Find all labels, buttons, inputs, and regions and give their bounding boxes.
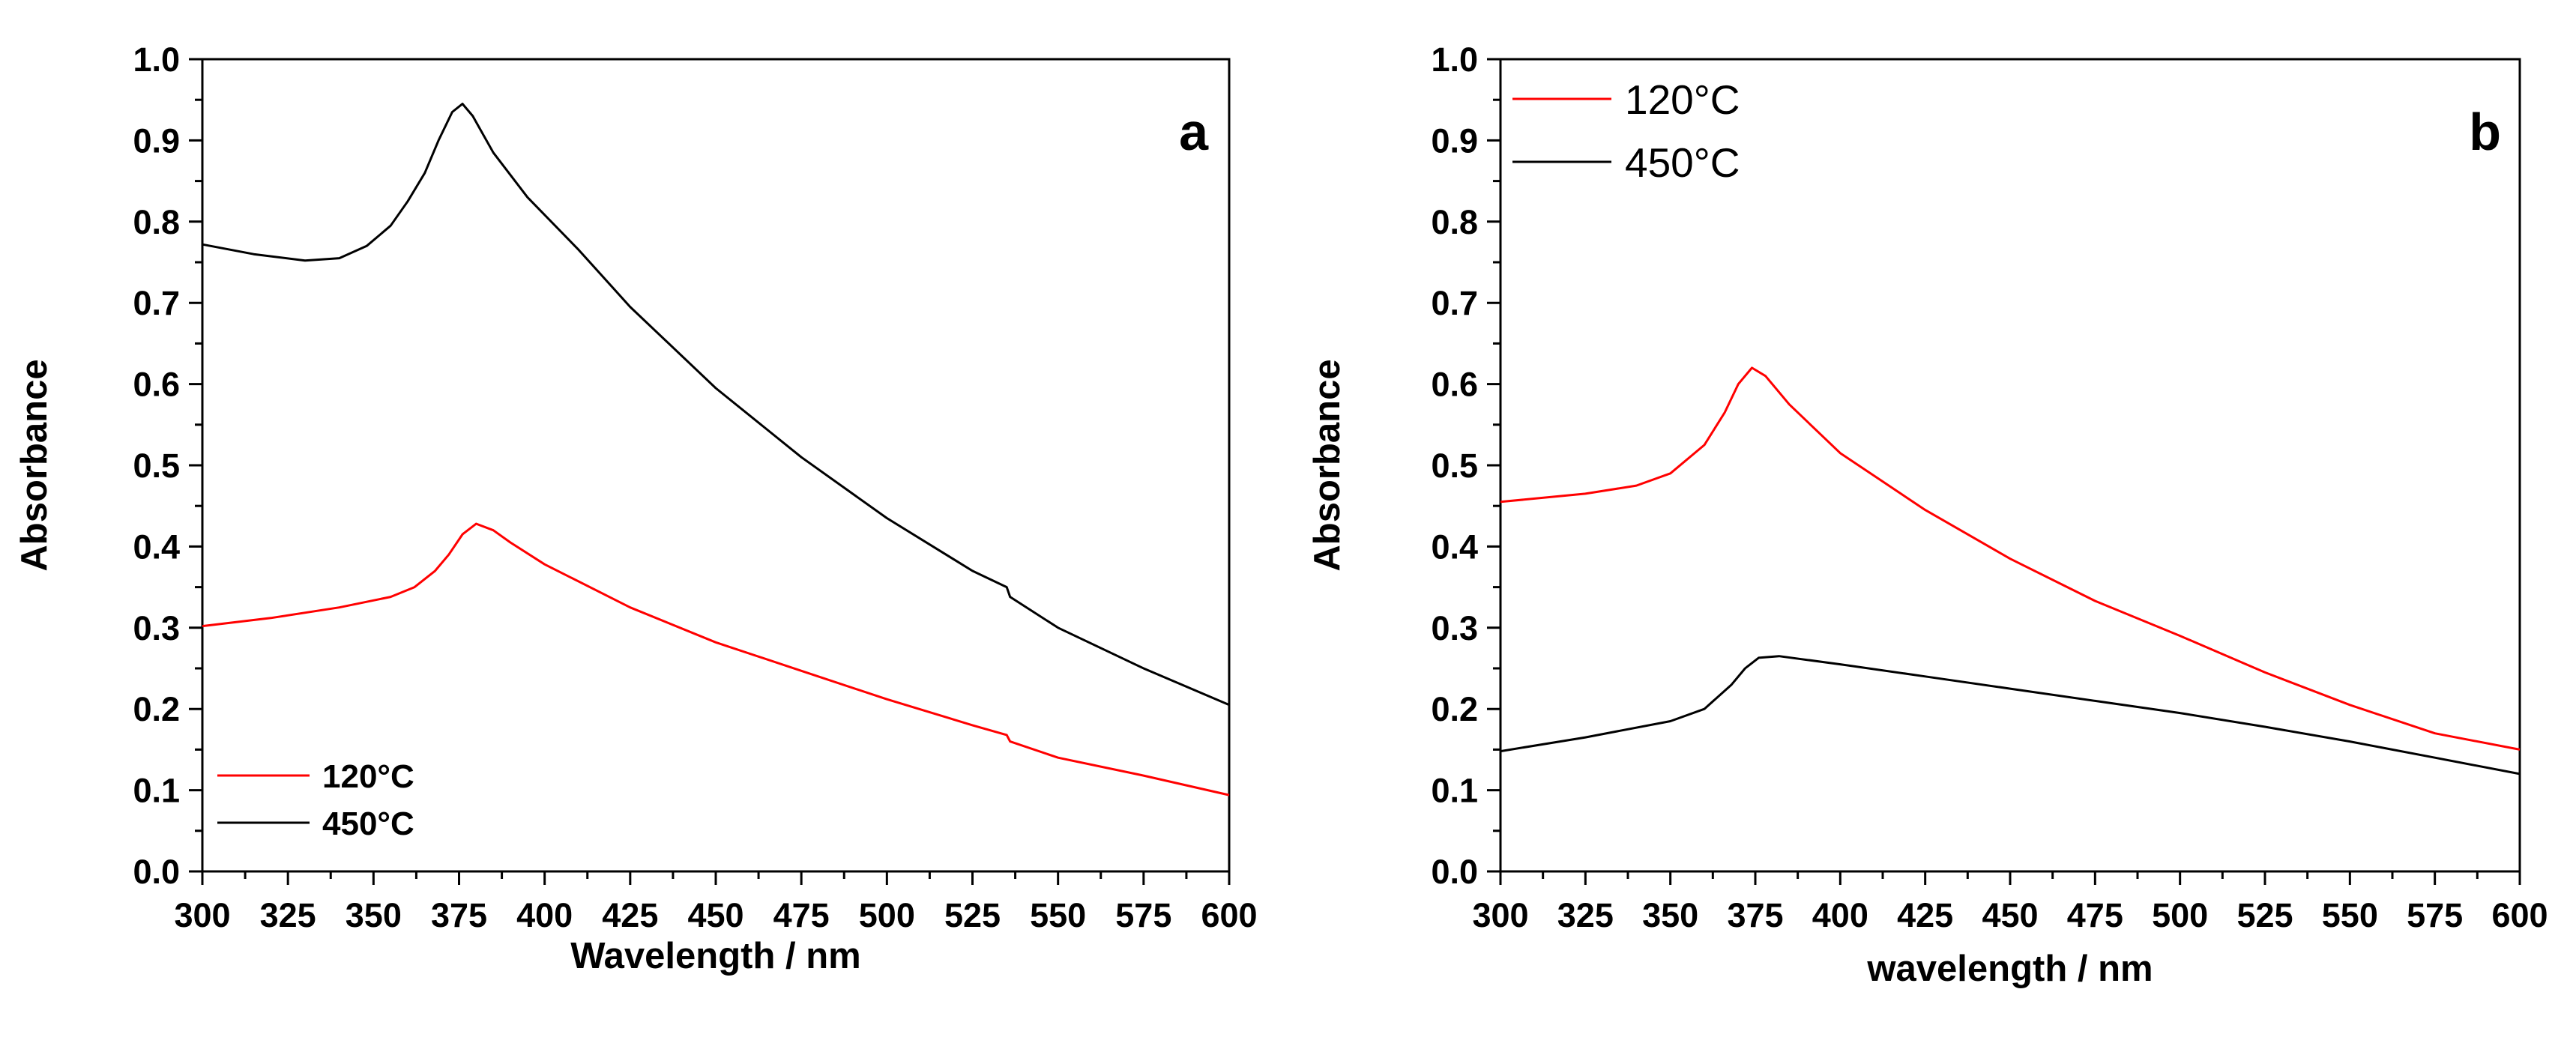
y-tick-label: 0.9 <box>133 121 180 160</box>
x-tick-label: 550 <box>1030 896 1086 934</box>
x-tick-label: 300 <box>1472 896 1528 934</box>
y-tick-label: 0.9 <box>1431 121 1478 160</box>
x-tick-label: 600 <box>1201 896 1257 934</box>
x-tick-label: 475 <box>2067 896 2123 934</box>
y-tick-label: 0.3 <box>1431 609 1478 647</box>
series-line-450c <box>202 103 1230 707</box>
x-tick-label: 425 <box>602 896 658 934</box>
x-tick-label: 450 <box>1982 896 2038 934</box>
x-tick-label: 375 <box>1727 896 1783 934</box>
x-axis-title: Wavelength / nm <box>570 936 861 976</box>
y-tick-label: 0.5 <box>1431 447 1478 485</box>
x-tick-label: 550 <box>2322 896 2378 934</box>
y-tick-label: 0.7 <box>133 284 180 322</box>
y-tick-label: 0.8 <box>133 203 180 241</box>
y-tick-label: 0.2 <box>1431 690 1478 728</box>
plot-frame <box>201 58 1231 873</box>
y-tick-label: 0.6 <box>1431 366 1478 404</box>
series-line-120c <box>202 522 1230 796</box>
y-tick-label: 0.7 <box>1431 284 1478 322</box>
x-tick-label: 600 <box>2491 896 2548 934</box>
x-tick-label: 500 <box>859 896 915 934</box>
y-tick-label: 0.1 <box>1431 772 1478 810</box>
y-tick-label: 1.0 <box>1431 40 1478 79</box>
legend-label: 450°C <box>1625 139 1740 186</box>
y-tick-label: 0.4 <box>133 527 180 566</box>
x-tick-label: 350 <box>1642 896 1698 934</box>
x-tick-label: 325 <box>260 896 316 934</box>
legend-label: 120°C <box>322 758 414 795</box>
legend-label: 120°C <box>1625 76 1740 123</box>
x-tick-label: 450 <box>687 896 743 934</box>
legend-label: 450°C <box>322 805 414 842</box>
y-axis-title: Absorbance <box>14 359 55 571</box>
x-tick-label: 525 <box>944 896 1001 934</box>
x-tick-label: 475 <box>773 896 830 934</box>
x-tick-label: 300 <box>174 896 230 934</box>
panel-b: 300 325 350 375 400 425 450 475 500 525 550 575 600 0… <box>1307 40 2548 989</box>
y-tick-label: 0.0 <box>1431 853 1478 891</box>
y-tick-label: 0.2 <box>133 690 180 728</box>
y-tick-label: 0.3 <box>133 609 180 647</box>
y-axis-title: Absorbance <box>1307 359 1348 571</box>
series-line-450c <box>1500 655 2521 776</box>
x-tick-label: 400 <box>516 896 573 934</box>
y-tick-label: 1.0 <box>133 40 180 79</box>
x-tick-label: 425 <box>1897 896 1953 934</box>
x-tick-label: 500 <box>2152 896 2208 934</box>
x-tick-label: 350 <box>346 896 402 934</box>
panel-letter: b <box>2469 103 2501 161</box>
y-tick-label: 0.8 <box>1431 203 1478 241</box>
panel-a: 300 325 350 375 400 425 450 475 500 525 550 575 600 0… <box>14 40 1258 976</box>
x-tick-label: 575 <box>2407 896 2463 934</box>
x-tick-label: 575 <box>1115 896 1171 934</box>
x-tick-label: 525 <box>2236 896 2293 934</box>
x-tick-label: 400 <box>1812 896 1868 934</box>
series-line-120c <box>1500 366 2521 751</box>
x-axis-title: wavelength / nm <box>1866 949 2153 989</box>
y-tick-label: 0.0 <box>133 853 180 891</box>
x-tick-label: 325 <box>1557 896 1614 934</box>
y-tick-label: 0.4 <box>1431 527 1478 566</box>
panel-letter: a <box>1179 103 1209 161</box>
y-tick-label: 0.6 <box>133 366 180 404</box>
y-tick-label: 0.1 <box>133 772 180 810</box>
y-tick-label: 0.5 <box>133 447 180 485</box>
x-tick-label: 375 <box>431 896 487 934</box>
